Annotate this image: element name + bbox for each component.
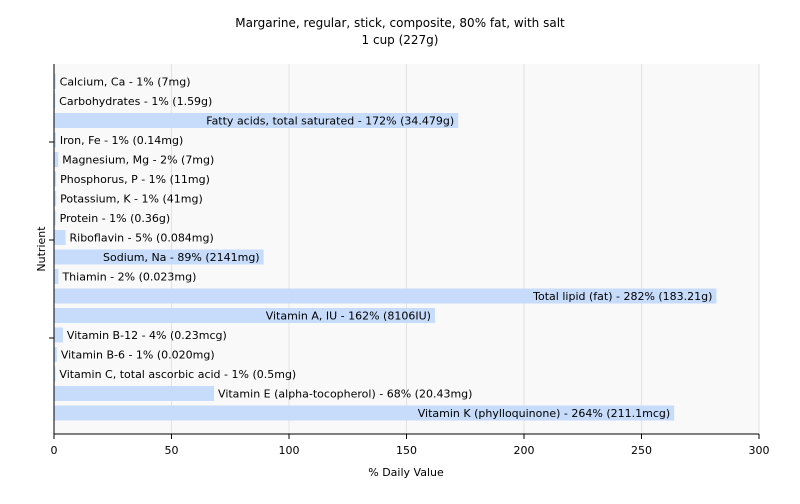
bar <box>54 171 57 187</box>
bar <box>54 191 57 206</box>
bar-label: Vitamin K (phylloquinone) - 264% (211.1m… <box>418 407 670 420</box>
bar-label: Magnesium, Mg - 2% (7mg) <box>62 154 214 167</box>
bar-label: Sodium, Na - 89% (2141mg) <box>103 251 260 264</box>
x-tick-label: 200 <box>514 444 535 457</box>
axes: 0 50 100 150 200 250 300 <box>49 64 770 457</box>
bar-label: Iron, Fe - 1% (0.14mg) <box>60 134 183 147</box>
bar-label: Potassium, K - 1% (41mg) <box>60 193 203 206</box>
bar <box>54 93 56 109</box>
x-axis-label: % Daily Value <box>368 466 444 479</box>
bar <box>54 132 56 148</box>
bar-label: Carbohydrates - 1% (1.59g) <box>59 95 212 108</box>
bar-label: Calcium, Ca - 1% (7mg) <box>60 76 191 89</box>
x-tick-label: 300 <box>749 444 770 457</box>
y-axis-label: Nutrient <box>35 226 48 272</box>
bars: Calcium, Ca - 1% (7mg) Carbohydrates - 1%… <box>54 74 717 421</box>
bar-label: Phosphorus, P - 1% (11mg) <box>60 173 210 186</box>
bar <box>54 269 59 284</box>
bar <box>54 366 56 382</box>
bar <box>54 347 57 362</box>
x-tick-label: 100 <box>279 444 300 457</box>
bar-label: Vitamin E (alpha-tocopherol) - 68% (20.4… <box>218 388 472 401</box>
bar <box>54 327 63 343</box>
x-tick-label: 50 <box>165 444 179 457</box>
bar <box>54 308 435 323</box>
bar-label: Thiamin - 2% (0.023mg) <box>61 271 196 284</box>
bar-label: Vitamin B-6 - 1% (0.020mg) <box>61 349 215 362</box>
bar-label: Vitamin B-12 - 4% (0.23mcg) <box>67 329 227 342</box>
bar <box>54 113 459 128</box>
bar-label: Riboflavin - 5% (0.084mg) <box>70 232 214 245</box>
bar-label: Fatty acids, total saturated - 172% (34.… <box>206 115 454 128</box>
bar <box>54 288 717 304</box>
bar <box>54 74 56 89</box>
bar <box>54 249 264 265</box>
x-tick-label: 0 <box>51 444 58 457</box>
bar <box>54 405 675 421</box>
bar <box>54 230 66 245</box>
x-tick-label: 250 <box>631 444 652 457</box>
bar-label: Total lipid (fat) - 282% (183.21g) <box>532 290 712 303</box>
x-tick-label: 150 <box>396 444 417 457</box>
chart-subtitle: 1 cup (227g) <box>362 33 439 47</box>
chart-title: Margarine, regular, stick, composite, 80… <box>235 16 565 30</box>
bar <box>54 386 215 401</box>
bar-label: Vitamin C, total ascorbic acid - 1% (0.5… <box>59 368 296 381</box>
bar-label: Vitamin A, IU - 162% (8106IU) <box>266 310 431 323</box>
bar <box>54 152 59 167</box>
bar-label: Protein - 1% (0.36g) <box>60 212 171 225</box>
bar <box>54 210 56 226</box>
